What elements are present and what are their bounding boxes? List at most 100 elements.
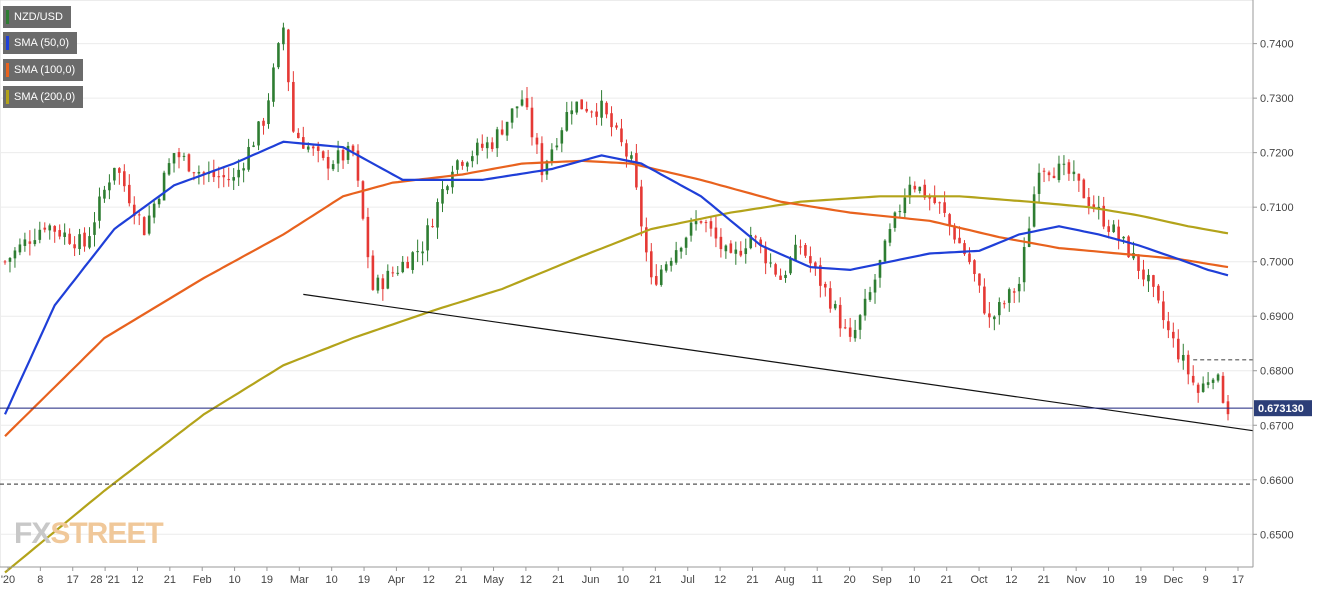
candle-up <box>669 260 673 266</box>
y-tick-label: 0.6500 <box>1260 529 1294 541</box>
candle-down <box>316 146 320 151</box>
candle-up <box>157 198 161 205</box>
x-tick-label: 11 <box>811 574 822 586</box>
candle-up <box>267 100 270 125</box>
candle-down <box>326 156 330 169</box>
candle-up <box>411 252 414 270</box>
candle-down <box>699 221 703 223</box>
candle-down <box>68 233 71 244</box>
legend-sma50[interactable]: SMA (50,0) <box>3 32 78 54</box>
x-tick-label: 12 <box>1005 574 1017 586</box>
candle-down <box>595 111 598 117</box>
candle-down <box>953 225 956 240</box>
candle-up <box>858 315 862 330</box>
candle-up <box>446 186 449 191</box>
candle-up <box>1147 274 1150 282</box>
candle-up <box>48 225 52 231</box>
candle-down <box>123 171 126 187</box>
candle-up <box>386 270 390 289</box>
y-tick-label: 0.7100 <box>1260 202 1294 214</box>
candle-down <box>799 246 802 248</box>
candle-down <box>142 217 146 236</box>
candle-up <box>306 146 310 150</box>
candle-up <box>908 184 912 198</box>
candle-down <box>1052 175 1056 179</box>
candle-up <box>38 229 42 240</box>
candle-up <box>833 304 837 309</box>
candle-up <box>1022 247 1026 283</box>
y-tick-label: 0.7400 <box>1260 39 1294 51</box>
candle-down <box>1042 170 1046 172</box>
candle-down <box>1191 375 1195 383</box>
candle-down <box>311 146 315 149</box>
candle-down <box>714 227 718 239</box>
legend-swatch <box>6 36 9 50</box>
candle-down <box>1102 205 1106 227</box>
candle-up <box>550 149 554 163</box>
candle-down <box>635 153 638 188</box>
candle-down <box>341 149 345 161</box>
x-tick-label: 21 <box>941 574 953 586</box>
candle-down <box>321 151 325 158</box>
x-tick-label: '20 <box>1 574 15 586</box>
candle-up <box>1097 206 1101 208</box>
candle-down <box>1172 331 1175 339</box>
candle-up <box>1072 171 1076 175</box>
candle-down <box>1137 254 1140 271</box>
legend-label: SMA (200,0) <box>14 91 76 103</box>
legend-sma200[interactable]: SMA (200,0) <box>3 86 84 108</box>
x-tick-label: 10 <box>228 574 240 586</box>
x-tick-label: Sep <box>872 574 892 586</box>
candle-down <box>132 204 136 216</box>
candle-down <box>361 181 365 219</box>
x-tick-label: 10 <box>908 574 920 586</box>
candle-up <box>749 234 753 249</box>
candle-up <box>560 130 564 144</box>
candle-up <box>893 212 897 228</box>
candle-down <box>605 102 608 115</box>
candle-up <box>510 108 514 123</box>
candle-up <box>888 229 892 243</box>
candle-down <box>187 154 191 172</box>
legend-label: NZD/USD <box>14 11 63 23</box>
candle-up <box>565 112 569 131</box>
legend-swatch <box>6 90 9 104</box>
candle-down <box>963 243 966 255</box>
candle-up <box>1037 172 1041 194</box>
candle-up <box>197 171 201 174</box>
legend-symbol[interactable]: NZD/USD <box>3 6 71 28</box>
candle-down <box>625 143 628 157</box>
candle-up <box>744 248 748 255</box>
candle-up <box>416 251 419 253</box>
candle-down <box>28 241 32 244</box>
candle-down <box>1221 375 1225 403</box>
candle-up <box>376 277 380 291</box>
candle-down <box>1176 338 1180 360</box>
candle-down <box>1142 269 1145 280</box>
candle-down <box>590 111 593 113</box>
x-tick-label: Nov <box>1066 574 1086 586</box>
candle-up <box>1032 194 1036 227</box>
candle-up <box>436 202 439 228</box>
candle-down <box>759 239 762 246</box>
candle-up <box>113 167 116 181</box>
candle-down <box>1082 179 1086 199</box>
candle-up <box>918 186 922 191</box>
candle-down <box>217 176 221 178</box>
candle-down <box>729 243 733 253</box>
candle-down <box>227 179 231 181</box>
candle-up <box>247 146 250 170</box>
fxstreet-logo: FXSTREET <box>14 517 164 551</box>
candle-up <box>103 189 106 199</box>
candle-down <box>1067 162 1071 174</box>
candle-down <box>1127 236 1130 258</box>
candle-down <box>118 168 121 173</box>
candle-down <box>838 304 842 329</box>
candle-up <box>8 257 12 262</box>
legend-sma100[interactable]: SMA (100,0) <box>3 59 84 81</box>
x-tick-label: 28 '21 <box>90 574 120 586</box>
candle-down <box>381 278 385 290</box>
y-tick-label: 0.6900 <box>1260 311 1294 323</box>
candle-up <box>575 101 579 113</box>
x-tick-label: 10 <box>326 574 338 586</box>
